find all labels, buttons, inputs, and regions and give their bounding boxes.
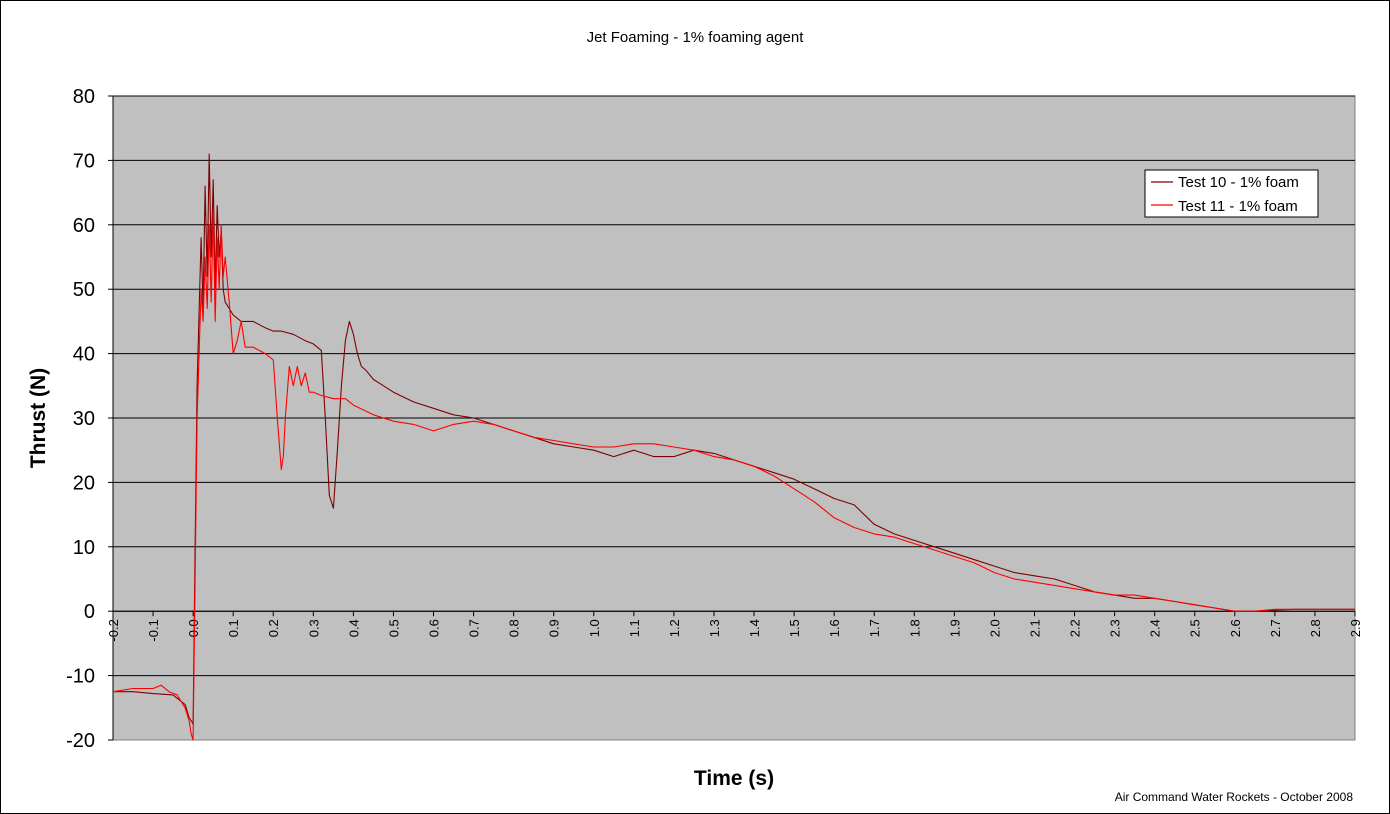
y-tick-label: 0 [84, 601, 95, 623]
x-tick-label: 2.0 [987, 619, 1002, 637]
x-tick-label: 0.0 [186, 619, 201, 637]
y-tick-label: -10 [66, 666, 95, 688]
x-tick-label: 2.1 [1027, 619, 1042, 637]
y-tick-label: 80 [73, 86, 95, 108]
y-axis-title: Thrust (N) [27, 368, 50, 468]
x-tick-label: 2.5 [1188, 619, 1203, 637]
x-tick-label: 0.9 [547, 619, 562, 637]
series-line-test11 [112, 211, 1355, 741]
x-tick-label: 0.1 [226, 619, 241, 637]
x-axis: -0.2-0.10.00.10.20.30.40.50.60.70.80.91.… [106, 610, 1363, 642]
x-tick-label: 0.5 [386, 619, 401, 637]
x-axis-title: Time (s) [694, 767, 774, 790]
x-tick-label: 1.2 [667, 619, 682, 637]
y-tick-label: 40 [73, 344, 95, 366]
y-tick-label: 50 [73, 279, 95, 301]
x-tick-label: 2.9 [1348, 619, 1363, 637]
y-axis: -20 -10 0 10 20 30 40 50 60 70 80 [66, 86, 114, 752]
x-tick-label: 1.6 [827, 619, 842, 637]
x-tick-label: 0.7 [467, 619, 482, 637]
y-tick-label: 20 [73, 472, 95, 494]
x-tick-label: 1.4 [747, 619, 762, 637]
legend-label-test10: Test 10 - 1% foam [1178, 174, 1299, 191]
x-tick-label: 2.2 [1068, 619, 1083, 637]
x-tick-label: 2.6 [1228, 619, 1243, 637]
x-tick-label: 1.9 [947, 619, 962, 637]
x-tick-label: 1.1 [627, 619, 642, 637]
y-tick-label: 60 [73, 215, 95, 237]
y-tick-label: 10 [73, 537, 95, 559]
x-tick-label: 0.4 [346, 619, 361, 637]
x-tick-label: 2.7 [1268, 619, 1283, 637]
chart-title: Jet Foaming - 1% foaming agent [587, 29, 805, 46]
x-tick-label: 0.6 [427, 619, 442, 637]
legend-box [1144, 169, 1319, 218]
y-tick-label: 70 [73, 150, 95, 172]
x-tick-label: -0.1 [146, 619, 161, 641]
x-tick-label: 1.5 [787, 619, 802, 637]
y-tick-label: -20 [66, 730, 95, 752]
x-tick-label: 1.3 [707, 619, 722, 637]
y-tick-label: 30 [73, 408, 95, 430]
x-tick-label: 2.3 [1108, 619, 1123, 637]
x-tick-label: 1.8 [907, 619, 922, 637]
x-tick-label: 2.4 [1148, 619, 1163, 637]
x-tick-label: 1.7 [867, 619, 882, 637]
credit-text: Air Command Water Rockets - October 2008 [1115, 790, 1354, 804]
x-tick-label: 0.8 [507, 619, 522, 637]
series-layer [112, 153, 1355, 741]
legend-label-test11: Test 11 - 1% foam [1178, 198, 1298, 215]
x-tick-label: 0.3 [306, 619, 321, 637]
x-tick-label: 0.2 [266, 619, 281, 637]
x-tick-label: 1.0 [587, 619, 602, 637]
series-line-test10 [113, 153, 1355, 725]
x-tick-label: 2.8 [1308, 619, 1323, 637]
legend: Test 10 - 1% foam Test 11 - 1% foam [1144, 169, 1319, 218]
